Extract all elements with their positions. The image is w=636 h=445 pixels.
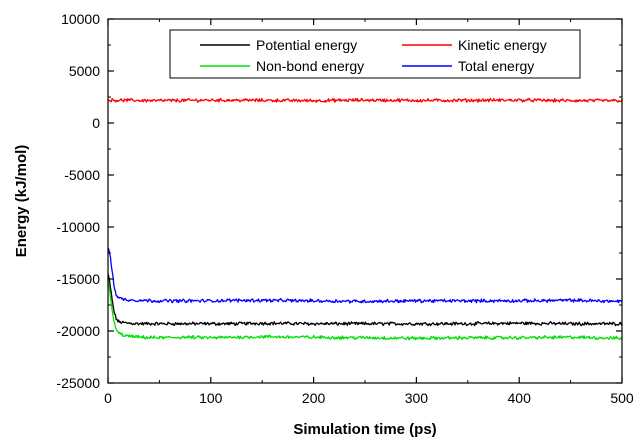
legend-box bbox=[169, 29, 581, 79]
x-tick-label: 200 bbox=[302, 390, 326, 406]
y-tick-label: -20000 bbox=[56, 323, 100, 339]
y-tick-label: -25000 bbox=[56, 375, 100, 391]
y-tick-label: -15000 bbox=[56, 271, 100, 287]
series-line-non-bond-energy bbox=[107, 279, 623, 341]
y-tick-label: 10000 bbox=[61, 11, 100, 27]
x-tick-label: 0 bbox=[104, 390, 112, 406]
series-line-potential-energy bbox=[107, 273, 623, 327]
legend-label: Potential energy bbox=[256, 37, 357, 53]
y-tick-label: 0 bbox=[92, 115, 100, 131]
x-tick-label: 500 bbox=[610, 390, 634, 406]
x-tick-label: 300 bbox=[405, 390, 429, 406]
legend-label: Non-bond energy bbox=[256, 58, 364, 74]
y-axis-title: Energy (kJ/mol) bbox=[13, 145, 30, 258]
y-tick-label: -5000 bbox=[64, 167, 100, 183]
x-tick-label: 400 bbox=[508, 390, 532, 406]
legend-label: Kinetic energy bbox=[458, 37, 547, 53]
series-line-kinetic-energy bbox=[107, 97, 623, 103]
y-tick-label: -10000 bbox=[56, 219, 100, 235]
series-line-total-energy bbox=[107, 247, 623, 304]
y-tick-label: 5000 bbox=[69, 63, 100, 79]
x-axis-title: Simulation time (ps) bbox=[293, 421, 436, 438]
legend-label: Total energy bbox=[458, 58, 534, 74]
x-tick-label: 100 bbox=[199, 390, 223, 406]
